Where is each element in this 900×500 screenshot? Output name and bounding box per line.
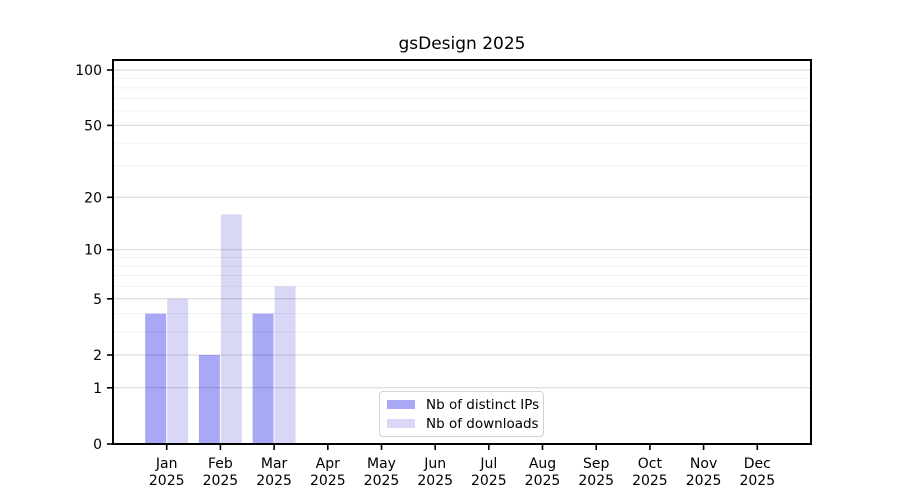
x-tick-label-year: 2025 bbox=[578, 473, 614, 489]
y-tick-label: 100 bbox=[75, 63, 102, 79]
bar-downloads-feb bbox=[220, 214, 242, 444]
bar-distinct-ips-mar bbox=[252, 313, 274, 444]
x-tick-label-year: 2025 bbox=[632, 473, 668, 489]
y-tick-label: 0 bbox=[93, 437, 102, 453]
legend-swatch-downloads bbox=[387, 419, 415, 428]
x-tick-label-month: Jun bbox=[423, 456, 446, 472]
y-tick-label: 10 bbox=[84, 243, 102, 259]
x-tick-label-month: Mar bbox=[261, 456, 288, 472]
chart-title: gsDesign 2025 bbox=[398, 34, 526, 54]
legend-entry-downloads: Nb of downloads bbox=[387, 415, 543, 432]
bar-downloads-jan bbox=[167, 298, 189, 444]
x-tick-label-month: May bbox=[367, 456, 396, 472]
y-tick-label: 1 bbox=[93, 381, 102, 397]
bar-downloads-mar bbox=[274, 286, 296, 444]
x-tick-label-year: 2025 bbox=[149, 473, 185, 489]
x-tick-label-month: Jan bbox=[155, 456, 178, 472]
x-tick-label-month: Sep bbox=[583, 456, 610, 472]
y-tick-label: 50 bbox=[84, 118, 102, 134]
legend-label-distinct-ips: Nb of distinct IPs bbox=[426, 396, 540, 413]
legend-swatch-distinct-ips bbox=[387, 400, 415, 409]
x-tick-label-year: 2025 bbox=[686, 473, 722, 489]
plot-border bbox=[112, 59, 812, 445]
x-tick-label-year: 2025 bbox=[417, 473, 453, 489]
x-tick-label-year: 2025 bbox=[364, 473, 400, 489]
bar-distinct-ips-feb bbox=[198, 355, 220, 444]
x-tick-label-month: Nov bbox=[690, 456, 717, 472]
y-tick-label: 20 bbox=[84, 190, 102, 206]
x-tick-label-year: 2025 bbox=[525, 473, 561, 489]
legend-entry-distinct-ips: Nb of distinct IPs bbox=[387, 396, 543, 413]
legend: Nb of distinct IPs Nb of downloads bbox=[379, 391, 544, 437]
x-tick-label-month: Apr bbox=[316, 456, 340, 472]
y-tick-label: 5 bbox=[93, 292, 102, 308]
legend-label-downloads: Nb of downloads bbox=[426, 415, 539, 432]
y-tick-label: 2 bbox=[93, 348, 102, 364]
x-tick-label-year: 2025 bbox=[203, 473, 239, 489]
x-tick-label-month: Aug bbox=[529, 456, 556, 472]
x-tick-label-year: 2025 bbox=[471, 473, 507, 489]
x-tick-label-month: Oct bbox=[638, 456, 663, 472]
x-tick-label-month: Jul bbox=[479, 456, 497, 472]
x-tick-label-year: 2025 bbox=[310, 473, 346, 489]
x-tick-label-month: Feb bbox=[208, 456, 233, 472]
bar-distinct-ips-jan bbox=[145, 313, 167, 444]
x-tick-label-month: Dec bbox=[744, 456, 771, 472]
x-tick-label-year: 2025 bbox=[256, 473, 292, 489]
x-tick-label-year: 2025 bbox=[739, 473, 775, 489]
